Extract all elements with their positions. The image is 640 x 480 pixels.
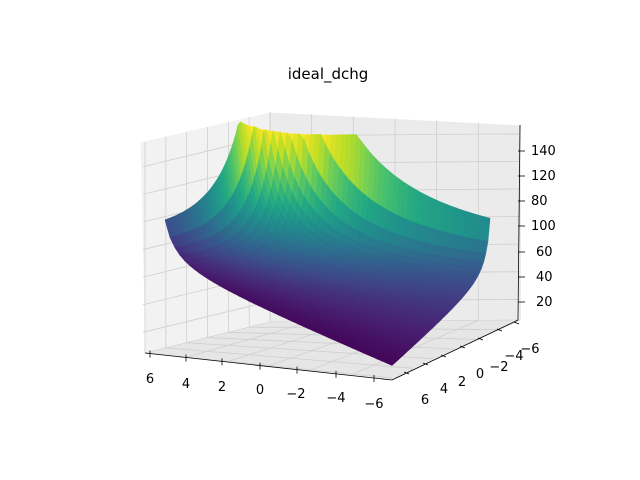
y-tick-mark: [496, 328, 503, 332]
y-axis-line: [391, 319, 519, 381]
floor-gridline: [353, 319, 479, 375]
y-tick-label: 6: [421, 393, 429, 408]
z-tick-label: 40: [536, 270, 553, 285]
surface-patch: [386, 361, 395, 366]
y-tick-label: 4: [440, 382, 448, 397]
x-tick-label: 2: [218, 380, 226, 395]
x-tick-label: 4: [182, 377, 190, 392]
x-axis-tick-labels: 6 4 2 0 −2 −4 −6: [146, 372, 384, 412]
y-tick-mark: [440, 354, 447, 358]
z-tick-label: 60: [536, 245, 553, 260]
y-tick-label: −6: [520, 342, 539, 357]
z-tick-label: 20: [536, 295, 553, 310]
x-tick-label: −6: [364, 397, 383, 412]
z-axis-tick-labels: 20 40 60 80 100 120 140: [531, 144, 556, 310]
x-tick-label: −4: [326, 391, 345, 406]
z-axis-line: [517, 124, 521, 321]
y-tick-mark: [459, 345, 466, 349]
y-tick-mark: [403, 371, 410, 375]
y-tick-mark: [513, 321, 520, 325]
y-tick-label: −4: [504, 349, 523, 364]
y-tick-label: −2: [489, 360, 508, 375]
axis-lines: [144, 124, 525, 383]
y-tick-label: 2: [458, 375, 466, 390]
x-tick-label: 6: [146, 372, 154, 387]
x-tick-label: 0: [256, 383, 264, 398]
surface-plot: [164, 121, 491, 366]
floor-gridline: [165, 347, 413, 369]
y-tick-mark: [477, 337, 484, 341]
y-tick-mark: [422, 362, 429, 366]
chart-title: ideal_dchg: [288, 65, 369, 84]
z-tick-label: 100: [531, 219, 556, 234]
y-tick-label: 0: [476, 367, 484, 382]
z-tick-label: 120: [531, 169, 556, 184]
floor-gridline: [207, 337, 455, 350]
x-tick-label: −2: [286, 387, 305, 402]
z-tick-label: 140: [531, 144, 556, 159]
z-tick-label: 80: [531, 194, 548, 209]
y-axis-tick-labels: 6 4 2 0 −2 −4 −6: [421, 342, 540, 408]
